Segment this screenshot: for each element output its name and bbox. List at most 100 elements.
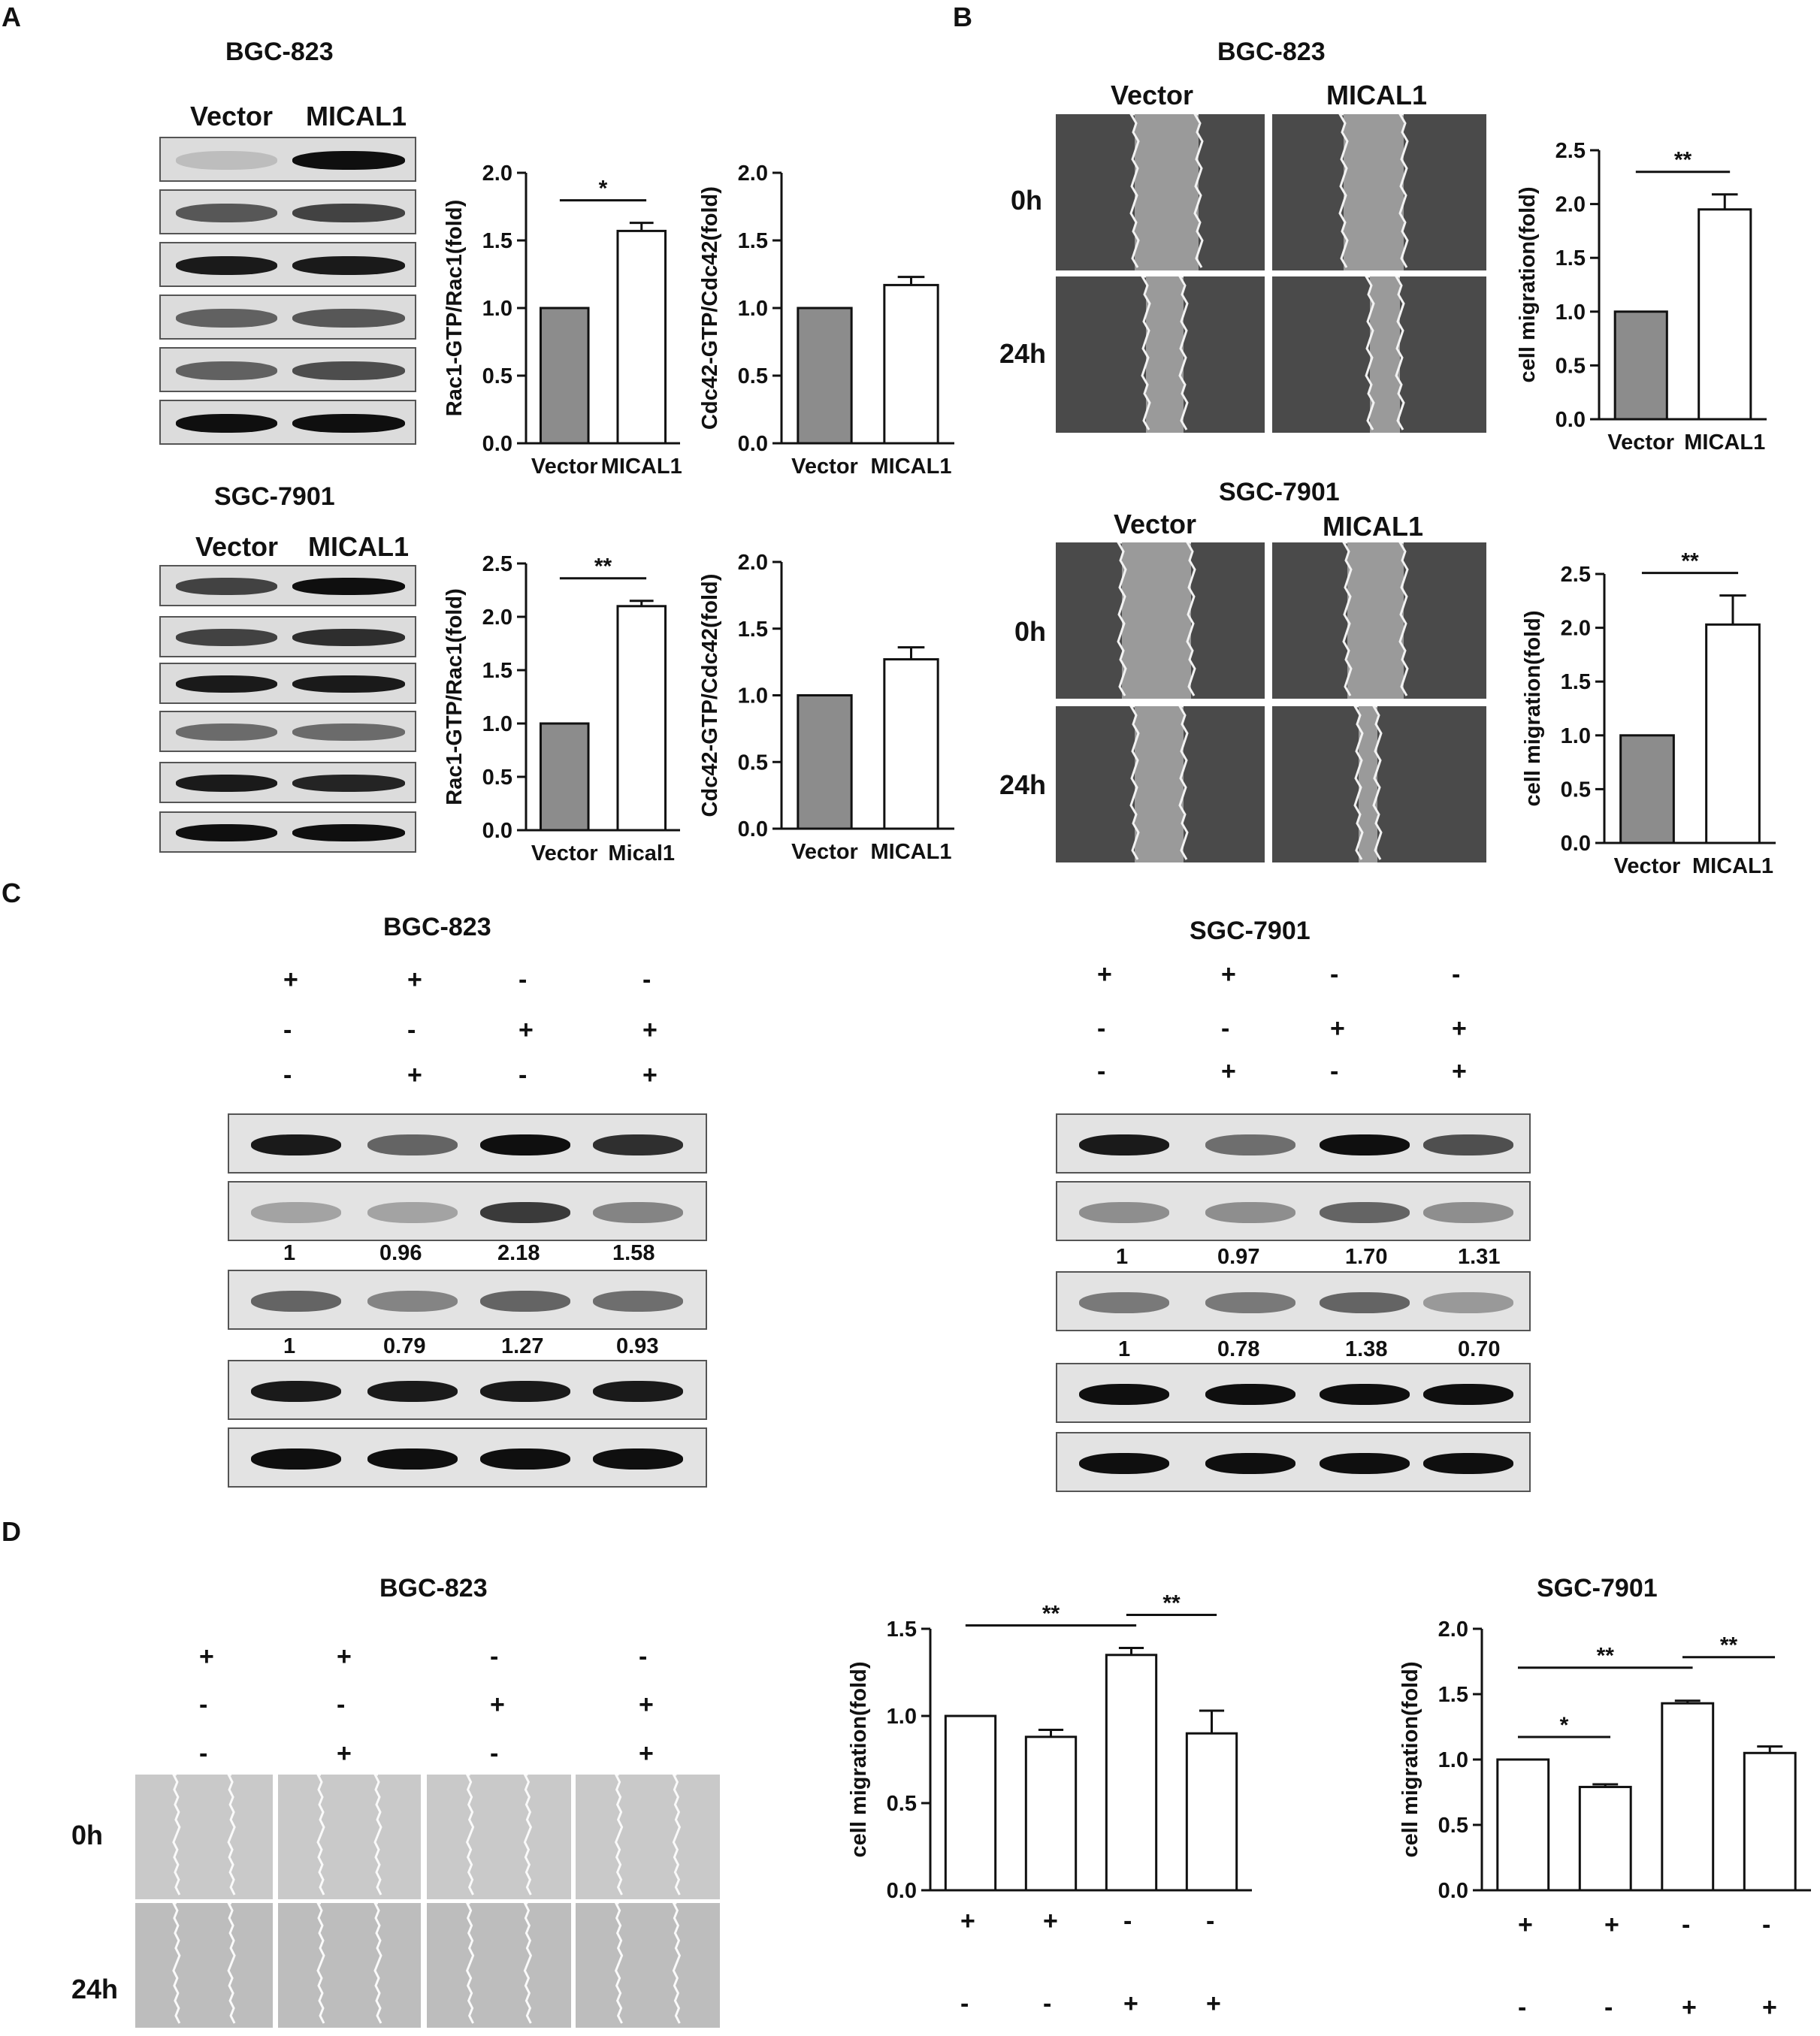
d-chart2-treat-2-1: + (1604, 2034, 1619, 2036)
b-sgc-0h-vector (1056, 542, 1265, 699)
c-bgc-band-1-1 (367, 1201, 458, 1224)
chart-A4-yticklabel-0: 0.0 (738, 817, 768, 841)
d-chart2-treat-1-2: + (1682, 1993, 1697, 2022)
a-bgc-blot-4 (159, 347, 416, 392)
d-chart2-treat-1-1: - (1604, 1993, 1613, 2022)
c-bgc-band-1-3 (593, 1201, 683, 1224)
chart-B1-ylabel: cell migration(fold) (1516, 187, 1540, 383)
c-sgc-treat-0-2: - (1330, 960, 1339, 989)
c-sgc-treat-2-3: + (1452, 1057, 1467, 1086)
chart-A4-xticklabel-0: Vector (791, 840, 858, 864)
d-bgc-treat-1-3: + (639, 1690, 654, 1719)
a-bgc-blot-1 (159, 189, 416, 234)
panel-b-sgc-col-mical1: MICAL1 (1323, 511, 1423, 542)
d-chart1-treat-2-1: + (1043, 2030, 1058, 2036)
chart-A3-yticklabel-2: 1.0 (482, 712, 512, 736)
a-bgc-blot-2 (159, 242, 416, 287)
chart-D1-sig-label-0: ** (1042, 1602, 1060, 1627)
chart-B1-yticklabel-5: 2.5 (1555, 139, 1586, 163)
chart-B2-xticklabel-1: MICAL1 (1692, 854, 1773, 878)
panel-a-bgc-col-vector: Vector (190, 101, 274, 131)
panel-b-sgc-col-vector: Vector (1114, 509, 1197, 539)
chart-A1-yticklabel-4: 2.0 (482, 162, 512, 186)
c-bgc-band-2-2 (480, 1290, 570, 1313)
chart-B2: 0.0 0.5 1.0 1.5 2.0 2.5 cell migration(fold) Ve… (1521, 549, 1776, 878)
chart-A1-yticklabel-0: 0.0 (482, 432, 512, 456)
c-sgc-treat-0-0: + (1097, 960, 1112, 989)
c-bgc-rac1gtp_ratio-2: 1.27 (501, 1334, 544, 1358)
d-chart1-treat-2-0: - (960, 2030, 969, 2036)
d-chart2-treat-0-3: - (1762, 1911, 1771, 1939)
a-bgc-band-3-2 (292, 308, 405, 328)
d-chart2-treat-2-2: - (1682, 2034, 1690, 2036)
d-bgc-treat-0-3: - (639, 1642, 648, 1671)
panel-b-bgc-row-0h: 0h (1011, 185, 1043, 216)
chart-A1-xticklabel-1: MICAL1 (601, 455, 682, 479)
c-sgc-treat-1-3: + (1452, 1014, 1467, 1043)
chart-A4-yticklabel-4: 2.0 (738, 551, 768, 575)
d-chart2-treat-1-3: + (1762, 1993, 1777, 2022)
c-sgc-band-1-0 (1079, 1201, 1169, 1224)
chart-A2-xticklabel-0: Vector (791, 455, 858, 479)
chart-B2-bar-0 (1619, 734, 1675, 844)
chart-A3-yticklabel-0: 0.0 (482, 819, 512, 843)
a-sgc-band-0-2 (292, 578, 405, 596)
c-bgc-treat-0-1: + (407, 965, 422, 994)
c-sgc-band-0-1 (1205, 1134, 1295, 1156)
b-sgc-24h-vector (1056, 706, 1265, 862)
c-sgc-treat-1-0: - (1097, 1014, 1106, 1043)
chart-B1-xticklabel-1: MICAL1 (1684, 430, 1765, 455)
a-sgc-band-2-1 (176, 675, 277, 693)
c-bgc-band-4-2 (480, 1448, 570, 1470)
chart-A2-xticklabel-1: MICAL1 (871, 455, 952, 479)
c-bgc-treat-2-1: + (407, 1061, 422, 1089)
chart-A1: 0.0 0.5 1.0 1.5 2.0 Rac1-GTP/Rac1(fold) Vector… (443, 162, 682, 479)
c-bgc-band-0-3 (593, 1134, 683, 1156)
c-bgc-band-1-0 (251, 1201, 341, 1224)
a-sgc-band-1-1 (176, 629, 277, 647)
c-bgc-band-1-2 (480, 1201, 570, 1224)
c-sgc-treat-2-1: + (1221, 1057, 1236, 1086)
a-bgc-band-2-2 (292, 255, 405, 275)
chart-A2-ylabel: Cdc42-GTP/Cdc42(fold) (698, 186, 722, 430)
panel-b-sgc-row-0h: 0h (1014, 616, 1047, 647)
c-bgc-rac1gtp_ratio-1: 0.79 (383, 1334, 426, 1358)
chart-A1-ylabel: Rac1-GTP/Rac1(fold) (443, 200, 467, 416)
c-bgc-band-3-0 (251, 1380, 341, 1403)
panel-a-bgc-title: BGC-823 (225, 38, 334, 66)
chart-D2-bar-0 (1496, 1758, 1550, 1892)
chart-A3-xticklabel-0: Vector (531, 841, 598, 865)
chart-D2-bar-3 (1743, 1751, 1797, 1892)
c-sgc-rac1gtp_ratio-2: 1.38 (1345, 1337, 1388, 1361)
d-bgc-treat-2-0: - (199, 1739, 208, 1768)
panel-d-sgc-title: SGC-7901 (1537, 1574, 1658, 1603)
chart-A2-yticklabel-1: 0.5 (738, 364, 768, 388)
chart-A3: 0.0 0.5 1.0 1.5 2.0 2.5 Rac1-GTP/Rac1(fold) Vec… (443, 552, 680, 865)
c-sgc-band-1-3 (1423, 1201, 1513, 1224)
d-chart2-treat-0-1: + (1604, 1911, 1619, 1939)
chart-B1-sig-label-0: ** (1674, 148, 1692, 173)
chart-D2-yticklabel-4: 2.0 (1438, 1618, 1468, 1642)
c-sgc-nedd9_ratio-0: 1 (1116, 1245, 1129, 1269)
a-sgc-band-2-2 (292, 675, 405, 693)
c-bgc-nedd9_ratio-3: 1.58 (612, 1241, 655, 1265)
panel-a-sgc-col-vector: Vector (195, 531, 279, 562)
chart-A4: 0.0 0.5 1.0 1.5 2.0 Cdc42-GTP/Cdc42(fold) Vect… (698, 551, 954, 864)
d-chart1-treat-1-0: - (960, 1989, 969, 2018)
c-bgc-blot-2 (228, 1270, 707, 1330)
a-sgc-band-3-2 (292, 723, 405, 742)
chart-A3-bar-1 (616, 605, 667, 832)
c-sgc-band-1-1 (1205, 1201, 1295, 1224)
chart-A2-yticklabel-3: 1.5 (738, 229, 768, 253)
d-chart1-treat-1-3: + (1206, 1989, 1221, 2018)
chart-D2-yticklabel-2: 1.0 (1438, 1748, 1468, 1772)
chart-B1-bar-1 (1698, 208, 1752, 421)
b-bgc-24h-mical1 (1272, 276, 1486, 433)
panel-d-bgc-title: BGC-823 (379, 1574, 488, 1603)
chart-B2-yticklabel-5: 2.5 (1561, 563, 1591, 587)
chart-D2-sig-label-1: ** (1597, 1644, 1615, 1669)
c-sgc-treat-2-0: - (1097, 1057, 1106, 1086)
c-bgc-band-2-0 (251, 1290, 341, 1313)
c-sgc-band-2-2 (1320, 1291, 1410, 1314)
